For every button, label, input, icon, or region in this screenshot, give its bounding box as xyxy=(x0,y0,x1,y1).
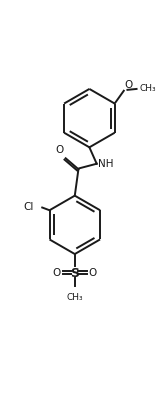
Text: NH: NH xyxy=(98,159,113,169)
Text: S: S xyxy=(70,266,79,280)
Text: O: O xyxy=(53,268,61,278)
Text: CH₃: CH₃ xyxy=(139,84,156,94)
Text: O: O xyxy=(56,145,64,155)
Text: Cl: Cl xyxy=(24,202,34,211)
Text: O: O xyxy=(88,268,97,278)
Text: O: O xyxy=(125,80,133,90)
Text: CH₃: CH₃ xyxy=(66,293,83,302)
